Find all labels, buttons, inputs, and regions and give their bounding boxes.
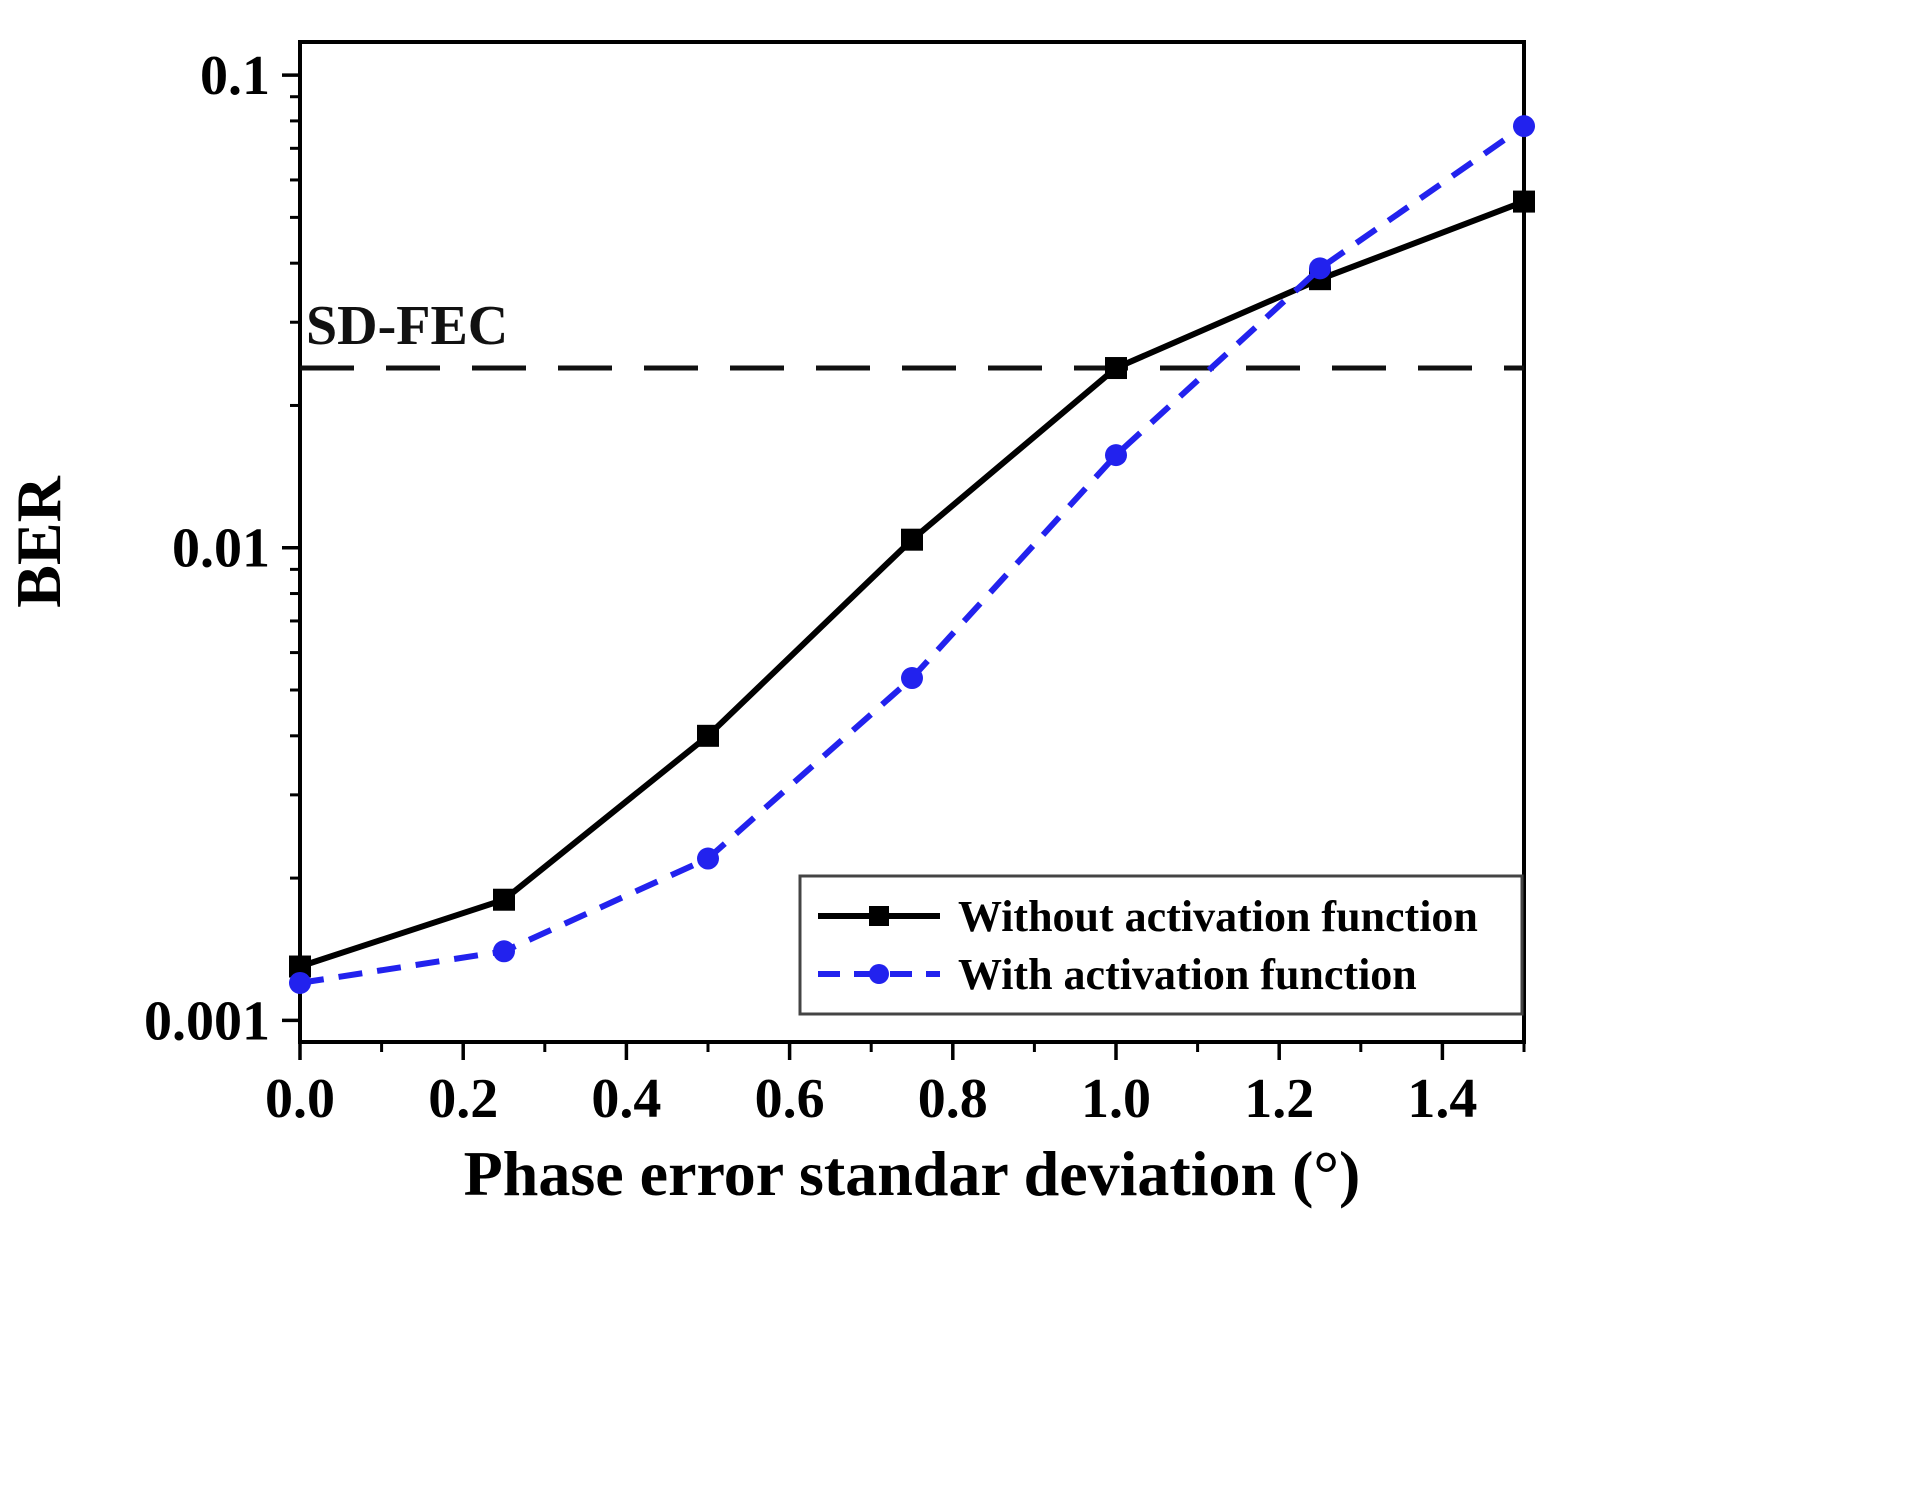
x-axis-tick-label: 1.4	[1407, 1068, 1477, 1130]
y-axis-title: BER	[3, 475, 74, 607]
legend-entry-label: Without activation function	[958, 892, 1478, 941]
series-marker-circle	[289, 971, 311, 994]
series-marker-square	[289, 955, 311, 978]
x-axis-tick-label: 0.8	[918, 1068, 988, 1130]
sd-fec-threshold-label: SD-FEC	[306, 295, 508, 357]
legend-entry-label: With activation function	[958, 950, 1417, 999]
series-marker-circle	[1309, 257, 1331, 280]
series-marker-square	[1513, 190, 1535, 213]
series-marker-circle	[1513, 115, 1535, 138]
series-marker-circle	[1105, 444, 1127, 467]
x-axis-tick-label: 0.2	[428, 1068, 498, 1130]
legend-marker-circle	[869, 964, 889, 984]
series-marker-circle	[901, 667, 923, 690]
series-marker-circle	[697, 847, 719, 870]
legend-box	[798, 874, 1524, 1016]
x-axis-tick-label: 0.0	[265, 1068, 335, 1130]
series-marker-square	[493, 888, 515, 911]
y-axis-tick-label: 0.01	[172, 518, 270, 580]
x-axis-tick-label: 0.6	[755, 1068, 825, 1130]
series-marker-circle	[493, 940, 515, 963]
series-marker-square	[901, 528, 923, 551]
series-marker-square	[697, 724, 719, 747]
x-axis-tick-label: 0.4	[591, 1068, 661, 1130]
x-axis-tick-label: 1.0	[1081, 1068, 1151, 1130]
series-line-with-activation	[299, 123, 1526, 986]
x-axis-title: Phase error standar deviation (°)	[464, 1138, 1361, 1209]
x-axis-tick-label: 1.2	[1244, 1068, 1314, 1130]
series-marker-square	[1105, 357, 1127, 380]
y-axis-tick-label: 0.1	[200, 45, 270, 107]
legend-marker-square	[869, 906, 889, 926]
y-axis-tick-label: 0.001	[144, 990, 270, 1052]
plot-border	[298, 40, 1526, 1044]
